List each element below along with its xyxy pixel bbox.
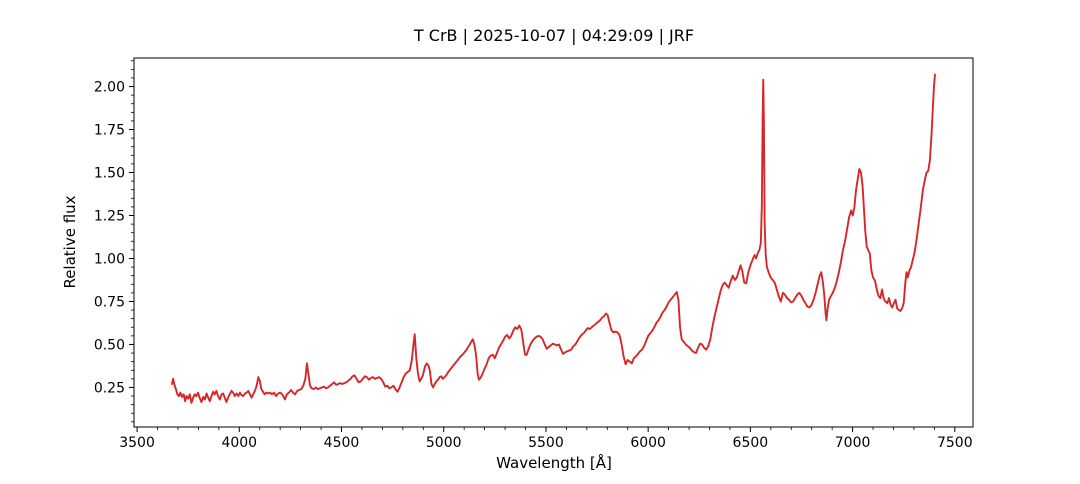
x-tick-label: 3500 — [119, 435, 155, 451]
y-tick-label: 0.50 — [94, 337, 125, 353]
x-tick-label: 6500 — [733, 435, 769, 451]
y-tick-label: 0.25 — [94, 380, 125, 396]
y-tick-label: 1.25 — [94, 209, 125, 225]
x-axis: 3500 4000 4500 5000 5500 6000 6500 7000 7500 — [119, 427, 973, 451]
y-tick-label: 2.00 — [94, 80, 125, 96]
x-tick-label: 7500 — [937, 435, 973, 451]
chart-title: T CrB | 2025-10-07 | 04:29:09 | JRF — [413, 26, 694, 45]
x-tick-label: 5500 — [528, 435, 564, 451]
x-axis-label: Wavelength [Å] — [496, 453, 612, 472]
x-tick-label: 4000 — [221, 435, 257, 451]
x-tick-label: 5000 — [426, 435, 462, 451]
spectrum-line — [171, 73, 936, 404]
y-tick-label: 1.00 — [94, 251, 125, 267]
y-tick-label: 1.75 — [94, 123, 125, 139]
plot-frame — [133, 57, 974, 428]
x-tick-label: 4500 — [324, 435, 360, 451]
x-tick-label: 7000 — [835, 435, 871, 451]
x-tick-label: 6000 — [630, 435, 666, 451]
y-tick-label: 1.50 — [94, 166, 125, 182]
y-tick-label: 0.75 — [94, 294, 125, 310]
y-axis: 0.25 0.50 0.75 1.00 1.25 1.50 1.75 2.00 — [94, 60, 134, 423]
spectrum-series — [171, 73, 936, 404]
axes-spines — [133, 57, 974, 428]
y-axis-label: Relative flux — [61, 195, 79, 288]
